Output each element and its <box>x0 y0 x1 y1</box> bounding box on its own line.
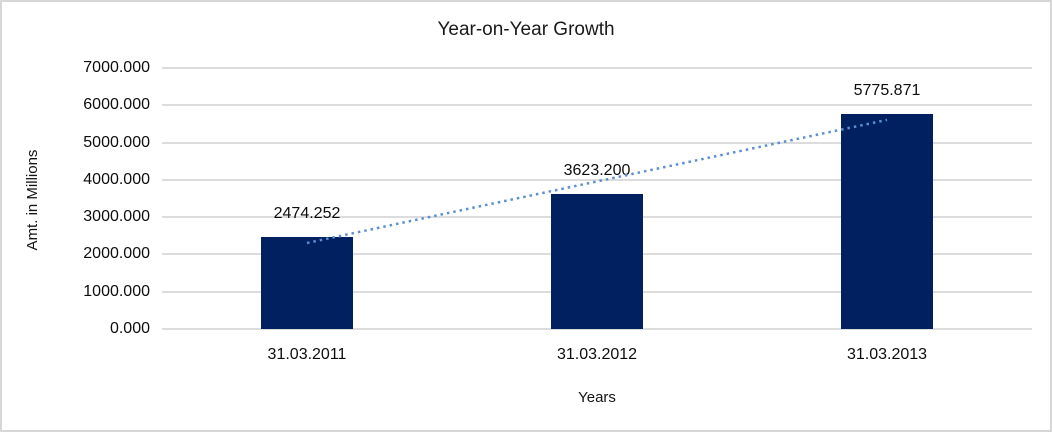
x-axis-title: Years <box>578 389 616 406</box>
y-axis-title: Amt. in Millions <box>24 149 41 251</box>
y-tick-label: 6000.000 <box>83 96 150 114</box>
plot-area: 2474.252 3623.200 5775.871 <box>162 67 1032 330</box>
x-axis-tick-labels: 31.03.2011 31.03.2012 31.03.2013 <box>162 346 1032 364</box>
gridline-1 <box>162 104 1032 107</box>
y-tick-label: 7000.000 <box>83 59 150 76</box>
x-tick-label: 31.03.2013 <box>846 346 928 363</box>
y-tick-label: 0.000 <box>109 320 150 337</box>
data-label-31.03.2013: 5775.871 <box>853 81 921 99</box>
y-tick-label: 5000.000 <box>83 133 150 151</box>
y-tick-label: 2000.000 <box>83 245 150 263</box>
chart-title: Year-on-Year Growth <box>437 19 615 40</box>
bar-31.03.2013 <box>841 113 933 329</box>
data-label-31.03.2011: 2474.252 <box>273 204 341 222</box>
y-tick-label: 1000.000 <box>83 282 150 300</box>
gridline-7 <box>162 328 1032 330</box>
data-label-31.03.2012: 3623.200 <box>563 161 631 179</box>
y-tick-label: 4000.000 <box>83 170 150 188</box>
bar-31.03.2011 <box>261 236 353 329</box>
y-tick-label: 3000.000 <box>83 208 150 226</box>
x-tick-label: 31.03.2012 <box>556 346 638 363</box>
gridline-0 <box>162 67 1032 69</box>
x-tick-label: 31.03.2011 <box>267 346 347 363</box>
bar-31.03.2012 <box>551 193 643 329</box>
